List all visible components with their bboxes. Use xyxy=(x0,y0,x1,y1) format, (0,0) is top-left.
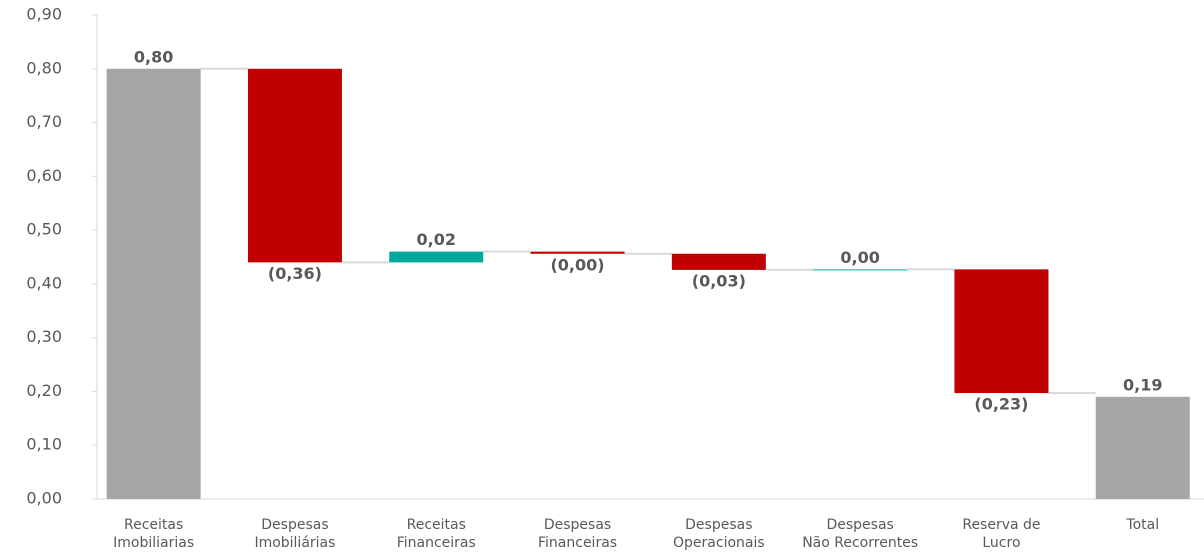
x-tick-label-line: Lucro xyxy=(982,535,1020,551)
y-tick-label: 0,00 xyxy=(26,489,62,508)
x-tick-label-line: Despesas xyxy=(261,517,328,533)
y-tick-label: 0,10 xyxy=(26,435,62,454)
x-tick-label-line: Reserva de xyxy=(962,517,1040,533)
x-tick-label-line: Financeiras xyxy=(397,535,476,551)
y-tick-label: 0,20 xyxy=(26,381,62,400)
x-tick-label-line: Financeiras xyxy=(538,535,617,551)
bar xyxy=(530,251,625,254)
x-tick-label-line: Imobiliarias xyxy=(113,535,194,551)
y-tick-label: 0,50 xyxy=(26,220,62,239)
bar xyxy=(813,269,908,271)
x-tick-label: Total xyxy=(1125,517,1159,533)
x-tick-label-line: Não Recorrentes xyxy=(802,535,918,551)
x-tick-label: Despesas Não Recorrentes xyxy=(802,517,918,551)
x-tick-label-line: Despesas xyxy=(826,517,893,533)
x-tick-label: Despesas Imobiliárias xyxy=(254,517,335,551)
x-tick-label: Despesas Operacionais xyxy=(673,517,765,551)
bar xyxy=(1095,396,1190,499)
x-tick-label: Receitas Imobiliarias xyxy=(113,517,194,551)
bar xyxy=(389,251,484,263)
x-tick-label-line: Receitas xyxy=(407,517,466,533)
y-tick-label: 0,80 xyxy=(26,58,62,77)
data-label: (0,03) xyxy=(692,271,746,290)
bar xyxy=(106,68,201,500)
data-label: 0,02 xyxy=(417,230,456,249)
data-label: (0,36) xyxy=(268,264,322,283)
data-label: 0,80 xyxy=(134,47,173,66)
bar xyxy=(247,68,342,263)
x-tick-label-line: Despesas xyxy=(685,517,752,533)
y-tick-label: 0,60 xyxy=(26,166,62,185)
x-tick-label-line: Total xyxy=(1125,517,1159,533)
x-tick-label-line: Receitas xyxy=(124,517,183,533)
y-tick-label: 0,90 xyxy=(26,5,62,24)
data-label: (0,23) xyxy=(974,395,1028,414)
data-label: 0,19 xyxy=(1123,375,1162,394)
y-tick-label: 0,40 xyxy=(26,273,62,292)
data-label: (0,00) xyxy=(550,255,604,274)
bar xyxy=(954,269,1049,394)
x-tick-label-line: Imobiliárias xyxy=(254,535,335,551)
x-tick-label-line: Operacionais xyxy=(673,535,765,551)
x-tick-label: Despesas Financeiras xyxy=(538,517,617,551)
y-tick-label: 0,30 xyxy=(26,327,62,346)
data-label: 0,00 xyxy=(840,248,879,267)
y-tick-label: 0,70 xyxy=(26,112,62,131)
x-tick-label: Reserva de Lucro xyxy=(962,517,1040,551)
x-tick-label-line: Despesas xyxy=(544,517,611,533)
x-tick-label: Receitas Financeiras xyxy=(397,517,476,551)
bar xyxy=(671,253,766,270)
